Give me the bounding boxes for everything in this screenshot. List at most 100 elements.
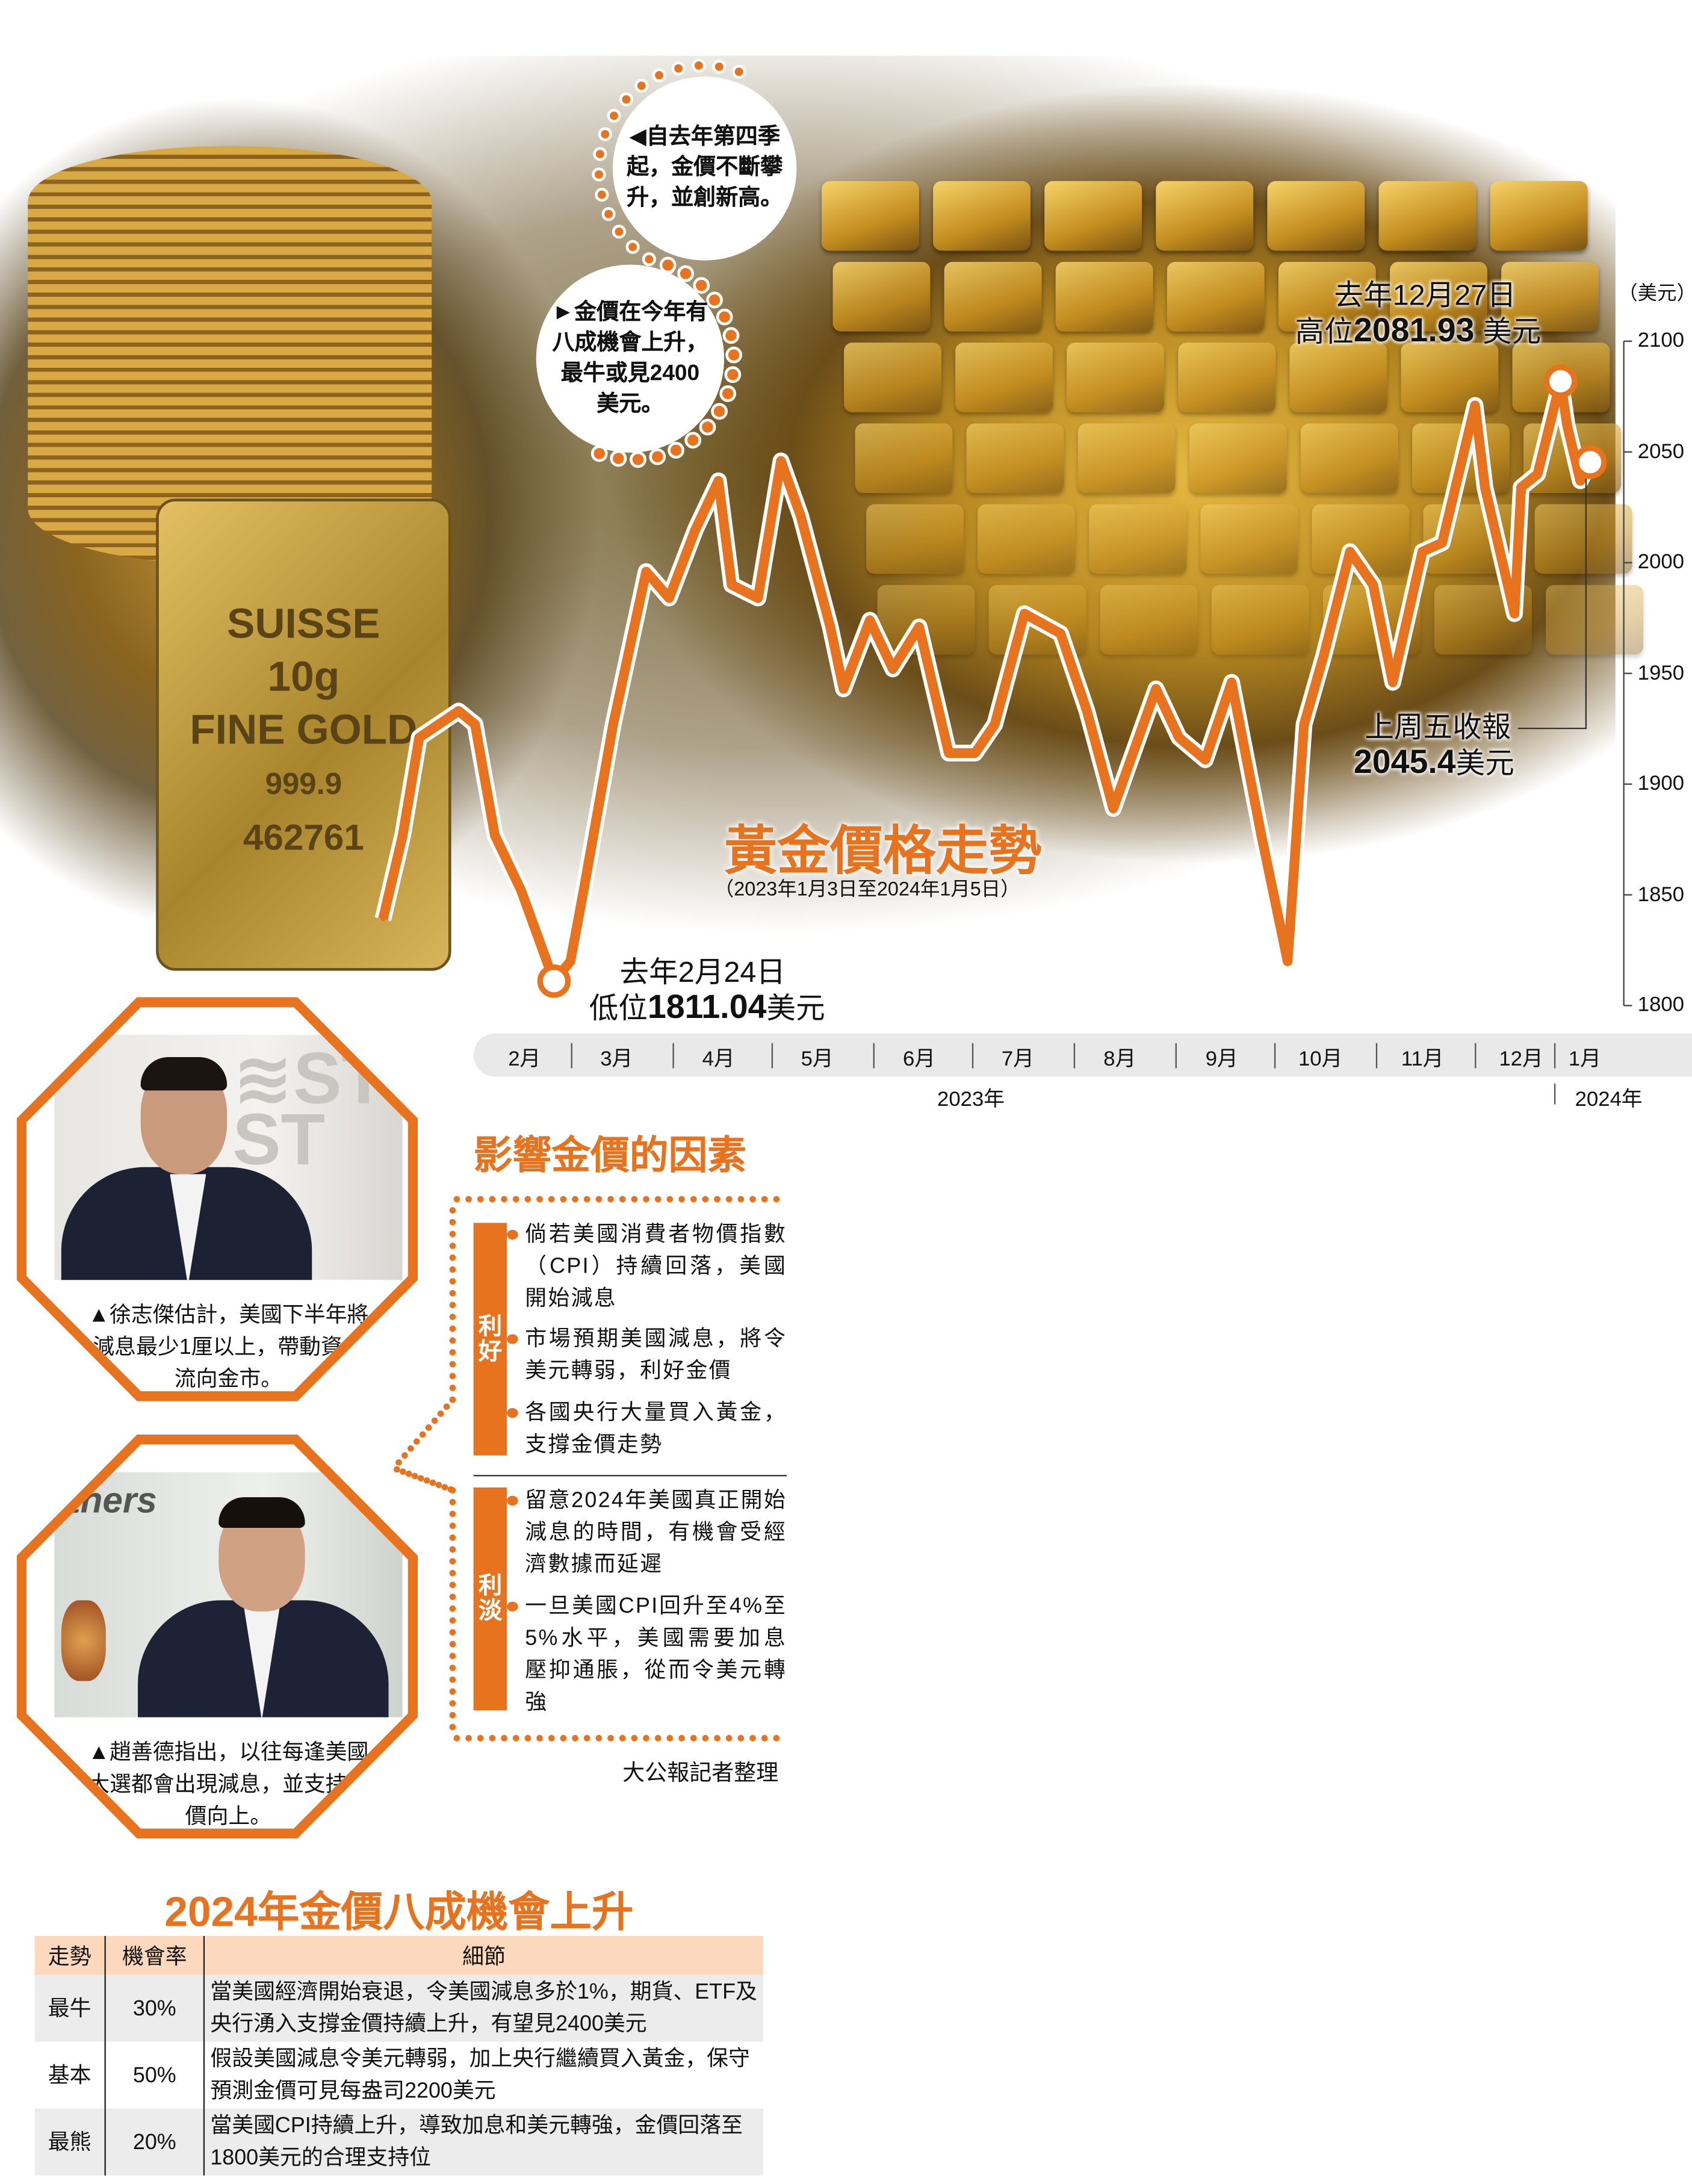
gold-bar [1100,585,1198,655]
decorative-dot [619,1196,626,1203]
decorative-dot [449,1349,456,1356]
gold-bar [855,423,953,494]
month-separator [1554,1043,1556,1069]
factors-dotted-border [394,1196,780,1742]
decorative-dot [711,403,728,420]
decorative-dot [749,1735,756,1742]
decorative-dot [690,1196,697,1203]
close-annotation: 上周五收報 2045.4美元 [1353,712,1514,781]
data-point [1058,631,1063,636]
decorative-dot [407,1445,414,1452]
decorative-dot [401,1452,408,1459]
decorative-dot [437,1410,444,1417]
data-point [973,751,978,755]
decorative-dot [489,1735,496,1742]
positive-tab: 利好 [473,1223,507,1456]
gold-bar [955,343,1053,412]
data-point [1203,757,1207,762]
data-point [417,735,421,740]
decorative-dot [449,1242,456,1249]
decorative-dot [706,291,723,309]
factors-title: 影響金價的因素 [473,1134,747,1177]
gold-bar [1089,504,1187,574]
decorative-dot [719,385,737,402]
decorative-dot [666,1196,674,1203]
x-tick-label: 4月 [702,1047,735,1072]
decorative-dot [449,1605,456,1612]
gold-bar [1044,181,1142,251]
decorative-dot [449,1652,456,1660]
gold-bar [1167,261,1265,332]
y-tick-label: 1850 [1637,882,1685,906]
decorative-dot [429,1479,436,1486]
decorative-dot [592,167,606,182]
gold-bar [1055,261,1153,332]
decorative-dot [449,1510,456,1518]
decorative-dot [607,1196,614,1203]
data-point [917,624,922,629]
decorative-dot [716,308,733,326]
decorative-dot [631,1735,638,1742]
gold-bar [966,423,1064,494]
decorative-dot [619,92,634,107]
decorative-dot [607,108,621,123]
vase [61,1600,106,1681]
table-row: 基本 50% 假設美國減息令美元轉弱，加上央行繼續買入黃金，保守預測金價可見每盎司2… [35,2041,763,2109]
decorative-dot [449,1360,456,1368]
decorative-dot [598,127,612,141]
month-separator [1475,1043,1477,1069]
decorative-dot [431,1417,438,1424]
gold-bar [832,261,931,332]
gold-bar [1501,261,1599,332]
decorative-dot [690,1735,697,1742]
decorative-dot [761,1196,768,1203]
decorative-dot [449,1314,456,1320]
y-tick-label: 1800 [1637,993,1685,1017]
table-row: 最熊 20% 當美國CPI持續上升，導致加息和美元轉強，金價回落至1800美元的合理… [34,2108,763,2176]
gold-bar [1389,261,1487,332]
data-point [1022,611,1027,616]
decorative-dot [595,1735,603,1742]
y-tick-label: 2100 [1637,329,1685,353]
portrait-frame-1: ≋ST ST ▲徐志傑估計，美國下半年將減息最少1厘以上，帶動資金流向金市。 [16,997,418,1401]
gold-bar [978,504,1076,574]
decorative-dot [524,1735,531,1742]
data-point [380,917,385,922]
decorative-dot [453,1735,460,1742]
gold-bar [1490,181,1588,251]
month-separator [1274,1043,1276,1069]
decorative-dot [449,1581,456,1589]
decorative-dot [722,327,740,344]
decorative-dot [625,240,640,254]
latest-close-marker [1573,445,1607,479]
y-tick-label: 1900 [1637,771,1685,796]
decorative-dot [619,1735,626,1742]
low-annotation: 去年2月24日 低位1811.04美元 [589,957,825,1027]
year-label-2024: 2024年 [1575,1087,1643,1112]
x-tick-label: 11月 [1401,1047,1444,1072]
gold-bar [1378,181,1477,251]
positive-item: 市場預期美國減息，將令美元轉弱，利好金價 [507,1323,787,1387]
decorative-dot [536,1196,543,1203]
decorative-dot [634,78,649,93]
chart-title: 黃金價格走勢 [724,823,1042,882]
decorative-dot [714,1735,720,1742]
table-row: 最牛 30% 當美國經濟開始衰退，令美國減息多於1%，期貨、ETF及央行湧入支撐金價… [34,1975,763,2042]
decorative-dot [725,1735,733,1742]
month-separator [1073,1043,1076,1069]
data-point [1371,583,1375,587]
decorative-dot [666,1735,674,1742]
data-point [779,459,783,463]
callout-bubble-q4: ◀自去年第四季起，金價不斷攀升，並創新高。 [612,76,797,261]
decorative-dot [395,1459,402,1466]
gold-bar [1289,343,1387,412]
month-separator [672,1043,674,1069]
decorative-dot [512,1735,519,1742]
gold-bar [822,181,919,251]
decorative-dot [678,1196,685,1203]
decorative-dot [465,1735,472,1742]
decorative-dot [737,1735,745,1742]
data-point [1321,653,1326,658]
portrait-frame-2: rtners ▲趙善德指出，以往每逢美國大選都會出現減息，並支持金價向上。 [16,1435,418,1838]
decorative-dot [693,277,710,294]
